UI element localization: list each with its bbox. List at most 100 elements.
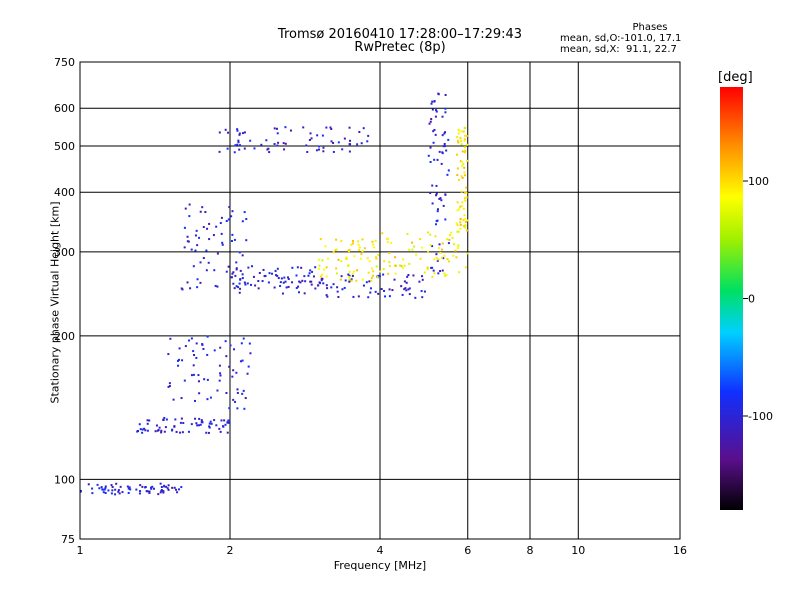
data-point-o xyxy=(216,252,219,255)
data-point-x xyxy=(351,272,354,275)
data-point-o xyxy=(441,269,444,272)
data-point-o xyxy=(180,417,183,420)
data-point-o xyxy=(138,492,141,495)
data-point-o xyxy=(193,353,196,356)
data-point-o xyxy=(438,243,441,246)
data-point-o xyxy=(388,295,391,298)
data-point-o xyxy=(235,285,238,288)
data-point-o xyxy=(139,484,142,487)
data-point-o xyxy=(184,207,187,210)
data-point-o xyxy=(403,288,406,291)
data-point-x xyxy=(460,143,463,146)
data-point-x xyxy=(456,246,459,249)
data-point-o xyxy=(148,419,151,422)
data-point-x xyxy=(446,258,449,261)
data-point-o xyxy=(299,281,302,284)
data-point-x xyxy=(463,214,466,217)
data-point-o xyxy=(228,407,231,410)
data-point-x xyxy=(454,249,457,252)
data-point-o xyxy=(279,285,282,288)
data-point-o xyxy=(332,283,335,286)
data-point-o xyxy=(219,374,222,377)
data-point-o xyxy=(306,150,309,153)
data-point-o xyxy=(444,111,447,114)
y-tick-label: 200 xyxy=(54,330,75,343)
x-tick-label: 2 xyxy=(227,544,234,557)
data-point-x xyxy=(394,272,397,275)
data-point-o xyxy=(209,420,212,423)
data-point-o xyxy=(330,140,333,143)
colorbar-label: [deg] xyxy=(718,70,753,85)
data-point-o xyxy=(423,290,426,293)
data-point-o xyxy=(289,129,292,132)
data-point-o xyxy=(199,281,202,284)
data-point-x xyxy=(351,242,354,245)
data-point-o xyxy=(187,430,190,433)
data-point-o xyxy=(348,150,351,153)
data-point-x xyxy=(361,278,364,281)
data-point-x xyxy=(433,272,436,275)
data-point-o xyxy=(291,266,294,269)
data-point-o xyxy=(253,147,256,150)
data-point-o xyxy=(228,206,231,209)
data-point-o xyxy=(243,407,246,410)
data-point-o xyxy=(382,273,385,276)
data-point-o xyxy=(190,337,193,340)
data-point-o xyxy=(104,491,107,494)
data-point-o xyxy=(300,266,303,269)
data-point-o xyxy=(273,127,276,130)
data-point-o xyxy=(435,192,438,195)
data-point-o xyxy=(223,419,226,422)
data-point-o xyxy=(431,202,434,205)
data-point-x xyxy=(451,236,454,239)
data-point-x xyxy=(335,267,338,270)
data-point-o xyxy=(251,265,254,268)
data-point-x xyxy=(456,230,459,233)
data-point-o xyxy=(439,197,442,200)
data-point-o xyxy=(321,277,324,280)
data-point-o xyxy=(243,211,246,214)
data-point-o xyxy=(238,132,241,135)
data-point-o xyxy=(183,226,186,229)
data-point-o xyxy=(233,287,236,290)
data-point-o xyxy=(321,134,324,137)
data-point-x xyxy=(444,274,447,277)
data-point-o xyxy=(230,239,233,242)
data-point-o xyxy=(444,145,447,148)
data-point-o xyxy=(190,374,193,377)
data-point-x xyxy=(388,251,391,254)
data-point-o xyxy=(435,110,438,113)
colorbar xyxy=(720,87,743,510)
data-point-x xyxy=(394,264,397,267)
data-point-x xyxy=(463,139,466,142)
data-point-o xyxy=(204,211,207,214)
data-point-o xyxy=(443,132,446,135)
data-point-o xyxy=(195,342,198,345)
data-point-x xyxy=(462,207,465,210)
data-point-x xyxy=(457,141,460,144)
data-point-o xyxy=(431,184,434,187)
data-point-x xyxy=(461,201,464,204)
data-point-o xyxy=(160,486,163,489)
data-point-o xyxy=(150,487,153,490)
data-point-o xyxy=(435,184,438,187)
data-point-o xyxy=(192,265,195,268)
data-point-o xyxy=(433,100,436,103)
data-point-o xyxy=(276,267,279,270)
data-point-o xyxy=(238,282,241,285)
data-point-o xyxy=(304,280,307,283)
colorbar-tick-label: 100 xyxy=(748,175,769,188)
data-point-x xyxy=(372,243,375,246)
data-point-o xyxy=(365,281,368,284)
data-point-o xyxy=(435,109,438,112)
data-point-o xyxy=(155,424,158,427)
data-point-o xyxy=(440,199,443,202)
colorbar-tick-label: -100 xyxy=(748,410,773,423)
data-point-o xyxy=(273,143,276,146)
data-point-o xyxy=(336,290,339,293)
data-point-o xyxy=(332,141,335,144)
data-point-o xyxy=(114,488,117,491)
data-point-o xyxy=(168,382,171,385)
data-point-o xyxy=(179,431,182,434)
data-point-o xyxy=(233,348,236,351)
